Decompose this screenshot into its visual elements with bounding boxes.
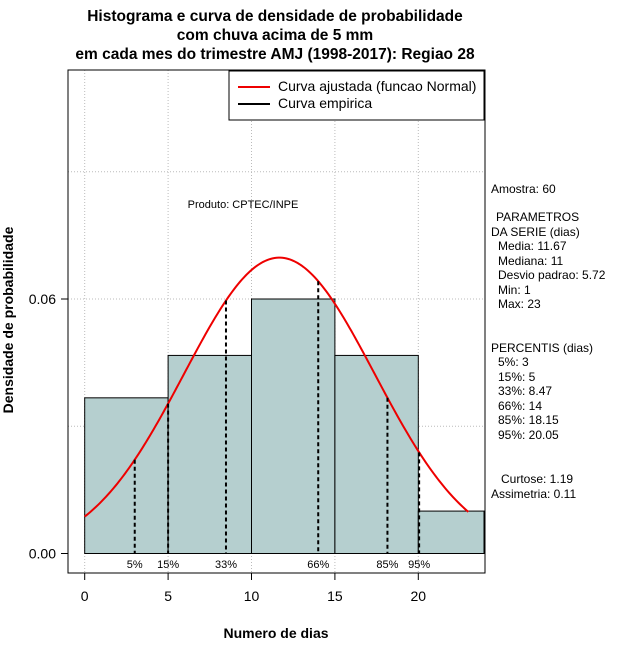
percentil-85: 85%: 18.15 — [498, 413, 559, 427]
x-axis-label: Numero de dias — [223, 625, 328, 641]
histogram-bar — [251, 298, 336, 554]
legend-box — [228, 70, 485, 121]
legend-label-normal: Curva ajustada (funcao Normal) — [278, 78, 476, 94]
percentil-33: 33%: 8.47 — [498, 384, 552, 398]
histogram-bar — [84, 397, 169, 555]
legend-label-empirical: Curva empirica — [278, 95, 372, 111]
legend: Curva ajustada (funcao Normal) Curva emp… — [228, 70, 485, 121]
histogram-bar — [167, 354, 253, 554]
percentile-label: 5% — [127, 559, 143, 571]
param-max: Max: 23 — [498, 297, 541, 311]
percentis-title: PERCENTIS (dias) — [491, 341, 593, 355]
normal-curve — [84, 256, 469, 518]
curtose: Curtose: 1.19 — [501, 472, 573, 486]
params-title-2: DA SERIE (dias) — [491, 225, 580, 239]
params-title-1: PARAMETROS — [496, 210, 579, 224]
param-min: Min: 1 — [498, 283, 531, 297]
chart-title-line-2: com chuva acima de 5 mm — [177, 27, 373, 44]
y-tick-label: 0.00 — [29, 546, 56, 562]
product-annotation: Produto: CPTEC/INPE — [188, 199, 299, 211]
histogram-bar — [417, 510, 485, 555]
y-axis-label: Densidade de probabilidade — [0, 226, 16, 413]
x-tick-label: 0 — [81, 588, 89, 604]
percentile-label: 15% — [157, 559, 179, 571]
x-tick-label: 20 — [411, 588, 427, 604]
percentile-label: 85% — [376, 559, 398, 571]
percentil-66: 66%: 14 — [498, 399, 542, 413]
chart-title-line-1: Histograma e curva de densidade de proba… — [87, 8, 463, 25]
percentile-label: 33% — [215, 559, 237, 571]
histogram-bar — [334, 354, 419, 554]
percentil-95: 95%: 20.05 — [498, 428, 559, 442]
x-tick-label: 5 — [164, 588, 172, 604]
x-tick-label: 10 — [244, 588, 260, 604]
y-axis: 0.00 0.06 — [29, 291, 69, 562]
percentile-markers: 5% 15% 33% 66% 85% 95% — [127, 281, 430, 571]
sample-size: Amostra: 60 — [491, 182, 556, 196]
y-tick-label: 0.06 — [29, 291, 56, 307]
x-axis: 0 5 10 15 20 — [81, 572, 427, 604]
side-panel-stats: Amostra: 60 PARAMETROS DA SERIE (dias) M… — [491, 182, 606, 501]
assimetria: Assimetria: 0.11 — [491, 487, 576, 501]
percentil-5: 5%: 3 — [498, 355, 529, 369]
percentil-15: 15%: 5 — [498, 370, 536, 384]
percentile-label: 95% — [408, 559, 430, 571]
param-mediana: Mediana: 11 — [498, 254, 563, 268]
param-media: Media: 11.67 — [498, 239, 567, 253]
normal-curve-layer — [84, 256, 469, 518]
histogram-bars — [84, 298, 485, 555]
param-desvio: Desvio padrao: 5.72 — [498, 268, 606, 282]
percentile-label: 66% — [307, 559, 329, 571]
x-tick-label: 15 — [327, 588, 343, 604]
chart-title-line-3: em cada mes do trimestre AMJ (1998-2017)… — [75, 46, 475, 63]
